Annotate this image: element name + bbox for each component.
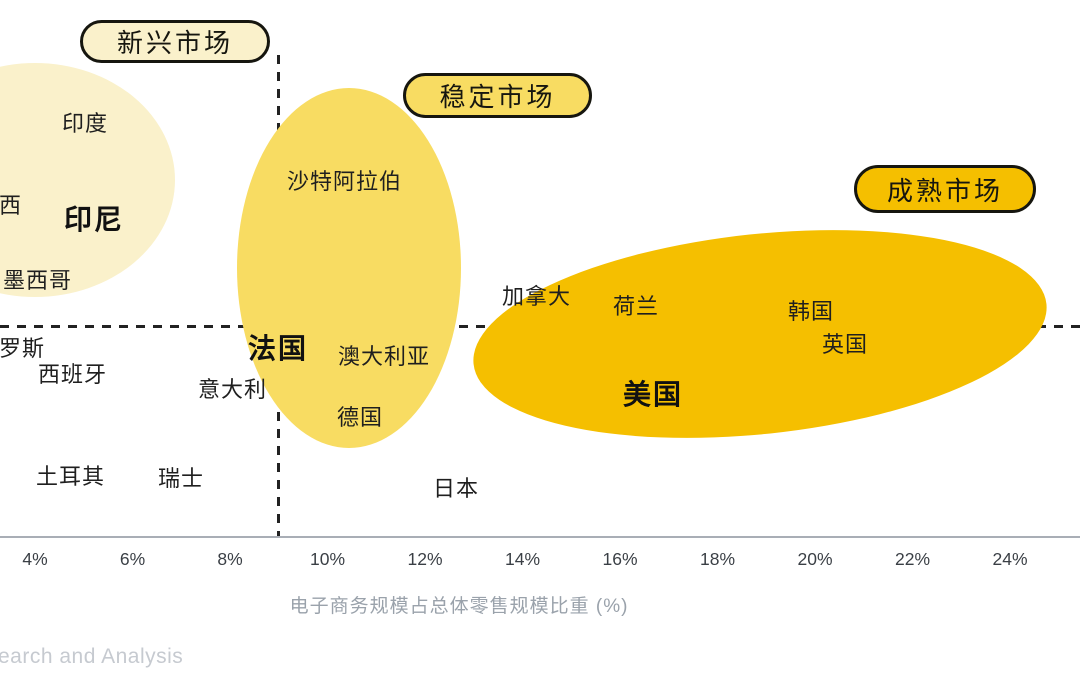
x-axis-tick-label: 6% <box>119 549 146 569</box>
emerging-market-label-pill: 新兴市场 <box>80 20 270 63</box>
country-label: 印度 <box>62 111 109 136</box>
x-axis-tick-label: 22% <box>894 549 931 569</box>
country-label: 英国 <box>822 332 869 357</box>
mature-market-label-pill: 成熟市场 <box>854 165 1036 213</box>
country-label: 墨西哥 <box>3 268 73 293</box>
country-label: 荷兰 <box>613 294 660 319</box>
country-label: 西班牙 <box>38 362 108 387</box>
x-axis-line <box>0 536 1080 538</box>
country-label: 德国 <box>337 405 384 430</box>
x-axis-tick-label: 16% <box>602 549 638 569</box>
country-label: 土耳其 <box>36 464 106 489</box>
x-axis-label: 电子商务规模占总体零售规模比重 (%) <box>289 596 629 617</box>
country-label: 加拿大 <box>502 284 572 309</box>
country-label: 法国 <box>248 333 309 364</box>
x-axis-tick-label: 10% <box>309 549 346 569</box>
mature-market-ellipse <box>463 204 1057 464</box>
emerging-market-ellipse <box>0 63 175 297</box>
country-label: 韩国 <box>788 299 835 324</box>
x-axis-tick-label: 8% <box>217 549 243 569</box>
x-axis-tick-label: 20% <box>797 549 833 569</box>
country-label: 沙特阿拉伯 <box>287 169 403 194</box>
country-label: 印尼 <box>64 204 125 235</box>
country-label: 日本 <box>433 476 480 501</box>
country-label: 瑞士 <box>158 466 205 491</box>
x-axis-tick-label: 12% <box>407 549 443 569</box>
stable-market-label-pill: 稳定市场 <box>403 73 592 118</box>
x-axis-tick-label: 14% <box>504 549 541 569</box>
country-label: 西 <box>0 193 23 218</box>
x-axis-tick-label: 4% <box>22 549 48 569</box>
x-axis-tick-label: 18% <box>699 549 736 569</box>
country-label: 意大利 <box>198 377 268 402</box>
x-axis-tick-label: 24% <box>992 549 1028 569</box>
country-label: 澳大利亚 <box>338 344 431 369</box>
stable-market-ellipse <box>237 88 461 448</box>
country-label: 美国 <box>623 379 684 410</box>
source-attribution-text: earch and Analysis <box>0 645 184 668</box>
country-label: 罗斯 <box>0 336 46 361</box>
